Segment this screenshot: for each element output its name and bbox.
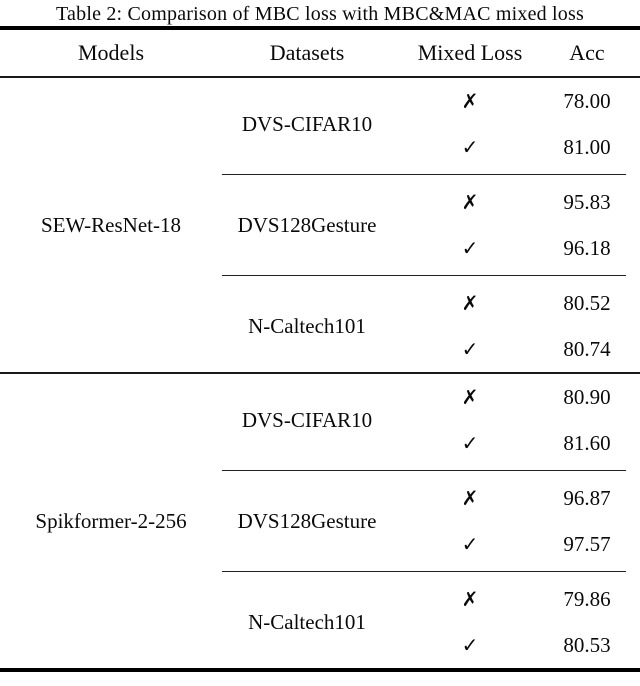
column-header-acc: Acc <box>569 40 605 65</box>
acc-value: 95.83 <box>563 189 611 214</box>
acc-value: 80.53 <box>563 632 611 657</box>
cross-mark-icon: ✗ <box>461 587 479 611</box>
partial-rule <box>222 469 626 472</box>
dataset-label: N-Caltech101 <box>248 313 366 338</box>
cross-mark-icon: ✗ <box>461 190 479 214</box>
check-mark-icon: ✓ <box>461 532 479 556</box>
check-mark-icon: ✓ <box>461 236 479 260</box>
acc-value: 97.57 <box>563 531 611 556</box>
column-header-mixed-loss: Mixed Loss <box>417 40 523 65</box>
acc-value: 80.90 <box>563 384 611 409</box>
partial-rule-row <box>222 567 626 576</box>
cross-mark-icon: ✗ <box>461 486 479 510</box>
model-group-sew-resnet-18: SEW-ResNet-18 DVS-CIFAR10 ✗ 78.00 ✓ 81.0… <box>0 78 640 372</box>
dataset-label: N-Caltech101 <box>248 609 366 634</box>
partial-rule <box>222 570 626 573</box>
top-rule <box>0 26 640 30</box>
model-label: SEW-ResNet-18 <box>41 212 181 237</box>
check-mark-icon: ✓ <box>461 135 479 159</box>
model-group-body: DVS-CIFAR10 ✗ 78.00 ✓ 81.00 DVS128Gestur… <box>222 78 626 372</box>
dataset-label: DVS128Gesture <box>237 212 377 237</box>
dataset-subgroup-n-caltech101: N-Caltech101 ✗ 79.86 ✓ 80.53 <box>222 576 626 668</box>
acc-value: 81.60 <box>563 430 611 455</box>
dataset-label: DVS128Gesture <box>237 508 377 533</box>
group-divider-rule <box>0 372 640 374</box>
acc-value: 96.87 <box>563 485 611 510</box>
dataset-label: DVS-CIFAR10 <box>241 111 373 136</box>
model-group-body: DVS-CIFAR10 ✗ 80.90 ✓ 81.60 DVS128Gestur… <box>222 374 626 668</box>
acc-value: 78.00 <box>563 88 611 113</box>
model-label: Spikformer-2-256 <box>35 508 187 533</box>
acc-value: 79.86 <box>563 586 611 611</box>
header-rule <box>0 76 640 78</box>
acc-value: 81.00 <box>563 134 611 159</box>
bottom-rule <box>0 668 640 672</box>
acc-value: 80.74 <box>563 336 611 361</box>
dataset-subgroup-dvs-cifar10: DVS-CIFAR10 ✗ 78.00 ✓ 81.00 <box>222 78 626 170</box>
partial-rule <box>222 173 626 176</box>
cross-mark-icon: ✗ <box>461 291 479 315</box>
acc-value: 96.18 <box>563 235 611 260</box>
dataset-subgroup-n-caltech101: N-Caltech101 ✗ 80.52 ✓ 80.74 <box>222 280 626 372</box>
dataset-subgroup-dvs-cifar10: DVS-CIFAR10 ✗ 80.90 ✓ 81.60 <box>222 374 626 466</box>
column-header-models: Models <box>78 40 144 65</box>
cross-mark-icon: ✗ <box>461 89 479 113</box>
table-header-row: Models Datasets Mixed Loss Acc <box>0 30 640 76</box>
dataset-label: DVS-CIFAR10 <box>241 407 373 432</box>
partial-rule-row <box>222 271 626 280</box>
model-group-spikformer-2-256: Spikformer-2-256 DVS-CIFAR10 ✗ 80.90 ✓ 8… <box>0 374 640 668</box>
check-mark-icon: ✓ <box>461 337 479 361</box>
dataset-subgroup-dvs128gesture: DVS128Gesture ✗ 96.87 ✓ 97.57 <box>222 475 626 567</box>
partial-rule-row <box>222 170 626 179</box>
dataset-subgroup-dvs128gesture: DVS128Gesture ✗ 95.83 ✓ 96.18 <box>222 179 626 271</box>
check-mark-icon: ✓ <box>461 431 479 455</box>
check-mark-icon: ✓ <box>461 633 479 657</box>
table-caption: Table 2: Comparison of MBC loss with MBC… <box>56 3 584 25</box>
cross-mark-icon: ✗ <box>461 385 479 409</box>
partial-rule <box>222 274 626 277</box>
column-header-datasets: Datasets <box>269 40 345 65</box>
acc-value: 80.52 <box>563 290 611 315</box>
partial-rule-row <box>222 466 626 475</box>
